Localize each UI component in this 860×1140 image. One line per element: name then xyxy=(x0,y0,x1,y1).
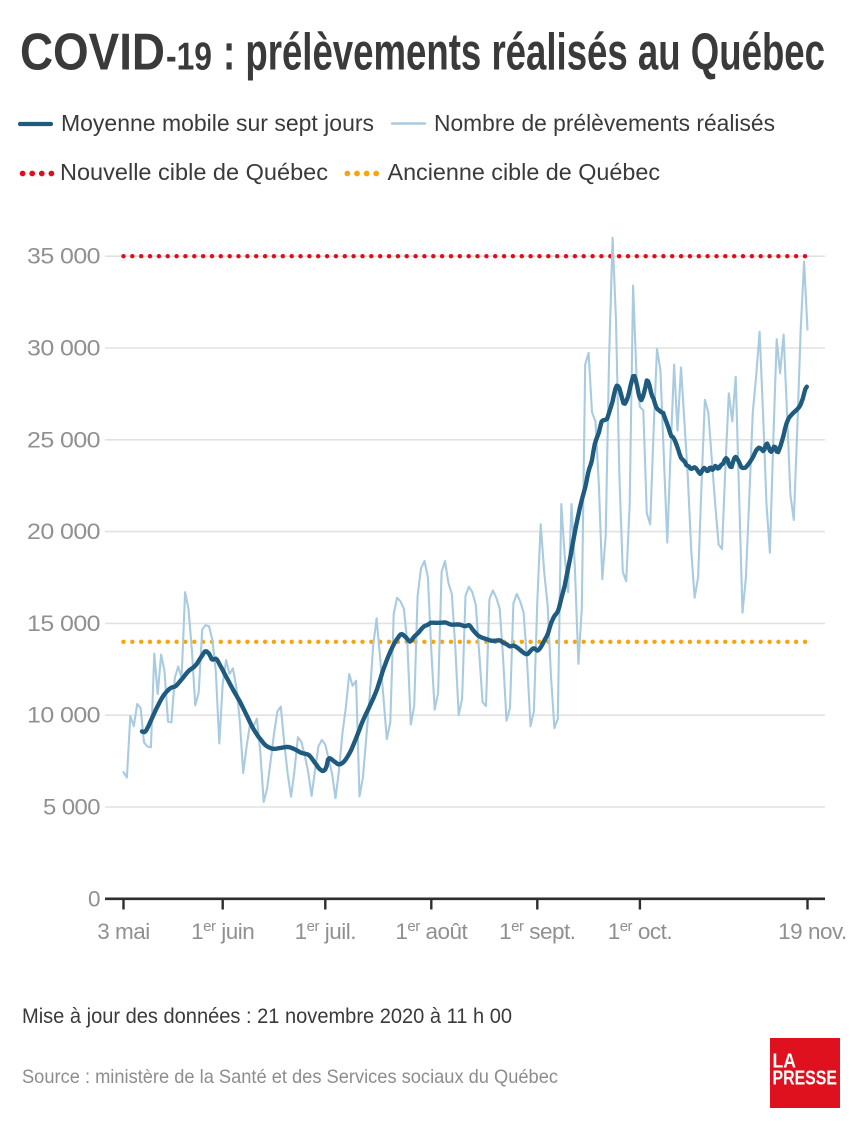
svg-text:Source : ministère de la Santé: Source : ministère de la Santé et des Se… xyxy=(22,1066,558,1088)
svg-text:LA: LA xyxy=(773,1050,797,1072)
svg-text:15 000: 15 000 xyxy=(27,611,100,636)
svg-text:1er sept.: 1er sept. xyxy=(499,918,575,944)
svg-text:20 000: 20 000 xyxy=(27,519,100,544)
svg-text:0: 0 xyxy=(88,886,100,911)
svg-text:-19: -19 xyxy=(166,36,212,79)
svg-text:1er août: 1er août xyxy=(395,918,468,944)
svg-text:1er juil.: 1er juil. xyxy=(295,918,356,944)
svg-text:10 000: 10 000 xyxy=(27,703,100,728)
svg-text:Nombre de prélèvements réalisé: Nombre de prélèvements réalisés xyxy=(434,110,775,136)
svg-text:: prélèvements réalisés au Qué: : prélèvements réalisés au Québec xyxy=(223,23,825,81)
svg-text:Mise à jour des données : 21 n: Mise à jour des données : 21 novembre 20… xyxy=(22,1004,512,1028)
svg-text:1er juin: 1er juin xyxy=(191,918,254,944)
svg-text:Nouvelle cible de Québec: Nouvelle cible de Québec xyxy=(60,159,328,185)
svg-text:Ancienne cible de Québec: Ancienne cible de Québec xyxy=(388,159,661,185)
svg-text:COVID: COVID xyxy=(20,23,165,81)
svg-text:3 mai: 3 mai xyxy=(97,919,150,944)
svg-text:5 000: 5 000 xyxy=(43,795,100,820)
svg-text:35 000: 35 000 xyxy=(27,244,100,269)
svg-text:25 000: 25 000 xyxy=(27,427,100,452)
svg-text:1er oct.: 1er oct. xyxy=(608,918,672,944)
svg-text:19 nov.: 19 nov. xyxy=(778,919,847,944)
svg-text:30 000: 30 000 xyxy=(27,336,100,361)
svg-text:PRESSE: PRESSE xyxy=(773,1068,838,1090)
svg-text:Moyenne mobile sur sept jours: Moyenne mobile sur sept jours xyxy=(61,110,374,136)
